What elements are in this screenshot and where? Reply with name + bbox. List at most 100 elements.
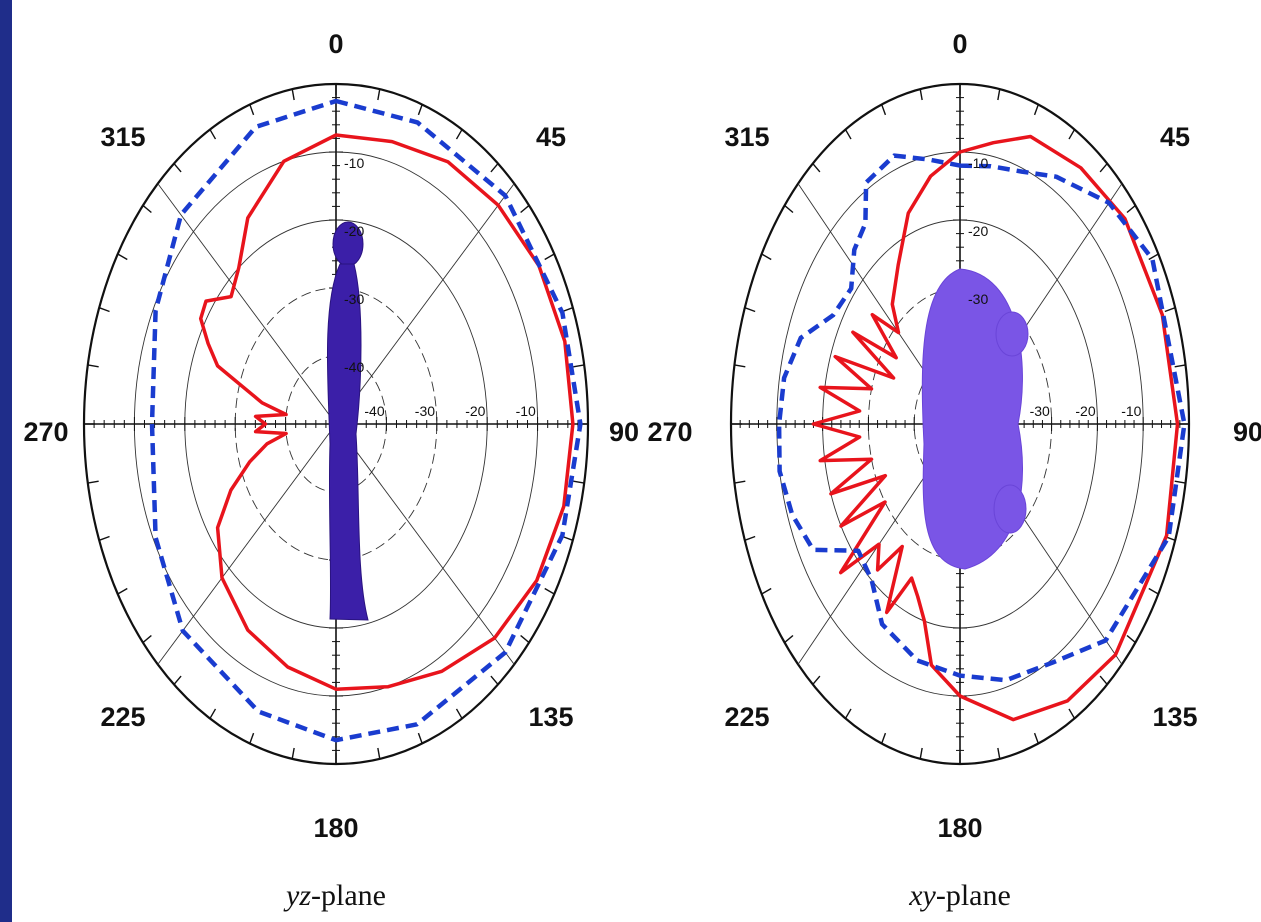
boundary-tick (377, 89, 381, 101)
boundary-tick (1126, 204, 1136, 214)
boundary-tick (844, 708, 852, 719)
grid-spoke (335, 183, 515, 425)
radial-label-horizontal: -30 (1030, 403, 1050, 419)
angle-label-270: 270 (23, 417, 68, 447)
human-body-icon (326, 221, 369, 621)
angle-label-180: 180 (313, 813, 358, 843)
boundary-tick (734, 480, 746, 484)
boundary-tick (544, 253, 555, 261)
boundary-tick (142, 634, 152, 644)
body-figure (326, 221, 369, 621)
caption-italic: yz (283, 879, 311, 912)
boundary-tick (744, 535, 756, 541)
grid-spoke (335, 423, 515, 665)
series-solid-line (198, 133, 575, 691)
boundary-tick (1148, 587, 1159, 595)
radial-label-horizontal: -20 (465, 403, 485, 419)
series-dashed-line (776, 153, 1187, 683)
boundary-tick (1033, 732, 1039, 744)
boundary-tick (997, 747, 1001, 759)
boundary-tick (490, 675, 499, 685)
boundary-tick (881, 104, 887, 116)
angle-label-0: 0 (952, 29, 967, 59)
boundary-tick (173, 675, 182, 685)
angle-label-180: 180 (937, 813, 982, 843)
chart-caption: xy-plane (908, 879, 1011, 912)
boundary-tick (784, 634, 794, 644)
boundary-tick (734, 364, 746, 368)
radial-label-horizontal: -40 (364, 403, 384, 419)
boundary-tick (117, 253, 128, 261)
boundary-tick (520, 204, 530, 214)
angle-label-45: 45 (1160, 122, 1190, 152)
angle-label-135: 135 (1152, 702, 1197, 732)
boundary-tick (417, 732, 423, 744)
boundary-tick (562, 535, 574, 541)
caption-italic: xy (908, 879, 936, 912)
boundary-tick (573, 364, 585, 368)
left-edge-stripe (0, 0, 12, 922)
human-body-top-icon (921, 268, 1029, 570)
chart-caption: yz-plane (283, 879, 386, 912)
radial-label-vertical: -10 (968, 155, 988, 171)
radial-label-horizontal: -10 (1121, 403, 1141, 419)
radial-label-horizontal: -30 (415, 403, 435, 419)
boundary-tick (919, 747, 923, 759)
radial-label-horizontal: -20 (1075, 403, 1095, 419)
boundary-tick (997, 89, 1001, 101)
polar-grid (82, 82, 590, 766)
boundary-tick (249, 732, 255, 744)
boundary-tick (142, 204, 152, 214)
boundary-tick (209, 129, 217, 140)
boundary-tick (1174, 364, 1186, 368)
angle-label-45: 45 (536, 122, 566, 152)
boundary-tick (291, 89, 295, 101)
radial-label-vertical: -20 (344, 223, 364, 239)
series-dashed-line (149, 98, 583, 743)
angle-label-0: 0 (328, 29, 343, 59)
angle-label-225: 225 (100, 702, 145, 732)
boundary-tick (291, 747, 295, 759)
angle-label-225: 225 (724, 702, 769, 732)
angle-label-135: 135 (528, 702, 573, 732)
boundary-tick (209, 708, 217, 719)
boundary-tick (761, 587, 772, 595)
body-figure (921, 268, 1029, 570)
radial-label-vertical: -30 (344, 291, 364, 307)
boundary-tick (87, 364, 99, 368)
boundary-tick (1174, 480, 1186, 484)
radial-label-vertical: -20 (968, 223, 988, 239)
boundary-tick (117, 587, 128, 595)
boundary-tick (1033, 104, 1039, 116)
boundary-tick (1068, 129, 1076, 140)
angle-label-90: 90 (609, 417, 639, 447)
angle-label-315: 315 (100, 122, 145, 152)
boundary-tick (520, 634, 530, 644)
boundary-tick (812, 675, 821, 685)
polar-labels: 0 45 90 135 180 225 270 315 -10 -10 -20 -20 -30 -30 (647, 29, 1261, 843)
boundary-tick (544, 587, 555, 595)
radial-label-horizontal: -10 (516, 403, 536, 419)
polar-chart-xy-plane: 0 45 90 135 180 225 270 315 -10 -10 -20 -20 -30 -30 x… (647, 29, 1261, 912)
boundary-tick (173, 163, 182, 173)
boundary-tick (844, 129, 852, 140)
grid-spoke (157, 423, 337, 665)
caption-rest: -plane (936, 879, 1011, 912)
polar-series (149, 98, 583, 743)
angle-label-270: 270 (647, 417, 692, 447)
boundary-tick (1099, 675, 1108, 685)
boundary-tick (1148, 253, 1159, 261)
boundary-tick (249, 104, 255, 116)
boundary-tick (919, 89, 923, 101)
boundary-tick (417, 104, 423, 116)
boundary-tick (455, 708, 463, 719)
boundary-tick (98, 535, 110, 541)
grid-spoke (157, 183, 337, 425)
angle-label-315: 315 (724, 122, 769, 152)
boundary-tick (573, 480, 585, 484)
polar-labels: 0 45 90 135 180 225 270 315 -10 -10 -20 -20 -30 -30 -4… (23, 29, 639, 843)
boundary-tick (98, 307, 110, 313)
boundary-tick (490, 163, 499, 173)
polar-chart-yz-plane: 0 45 90 135 180 225 270 315 -10 -10 -20 -20 -30 -30 -4… (23, 29, 639, 912)
